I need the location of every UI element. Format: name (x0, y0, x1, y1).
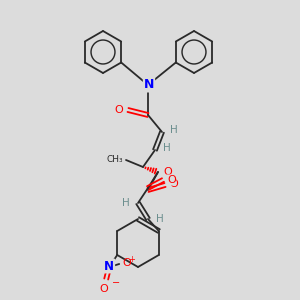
Text: H: H (156, 214, 164, 224)
Text: O: O (100, 284, 109, 294)
Text: N: N (104, 260, 114, 272)
Text: −: − (112, 278, 120, 288)
Text: O: O (122, 258, 131, 268)
Text: H: H (163, 143, 171, 153)
Text: O: O (169, 179, 178, 189)
Text: O: O (167, 175, 176, 185)
Text: CH₃: CH₃ (106, 154, 123, 164)
Text: H: H (170, 125, 178, 135)
Text: H: H (122, 198, 130, 208)
Text: N: N (144, 79, 154, 92)
Text: +: + (128, 256, 135, 265)
Text: O: O (163, 167, 172, 177)
Text: O: O (114, 105, 123, 115)
